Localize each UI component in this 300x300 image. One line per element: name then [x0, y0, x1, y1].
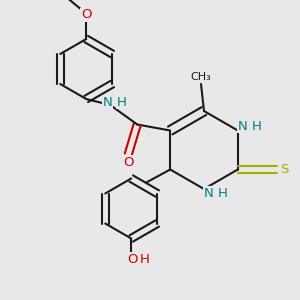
Text: O: O: [81, 8, 92, 22]
Text: O: O: [128, 253, 138, 266]
Text: H: H: [218, 187, 227, 200]
Text: N: N: [204, 187, 213, 200]
Text: N: N: [102, 95, 112, 109]
Text: N: N: [237, 119, 247, 133]
Text: H: H: [251, 119, 261, 133]
Text: O: O: [123, 155, 134, 169]
Text: H: H: [117, 95, 127, 109]
Text: H: H: [140, 253, 150, 266]
Text: CH₃: CH₃: [190, 71, 212, 82]
Text: S: S: [280, 163, 289, 176]
